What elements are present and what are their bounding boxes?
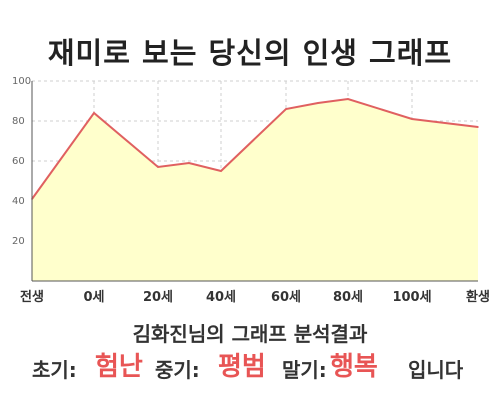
data-point (188, 162, 190, 164)
data-point (477, 126, 479, 128)
data-point (411, 118, 413, 120)
x-tick-label: 60세 (271, 290, 301, 305)
mid-value: 평범 (218, 352, 266, 382)
series-line (31, 97, 479, 200)
mid-label: 중기: (155, 358, 200, 382)
data-point (285, 108, 287, 110)
x-tick-label: 100세 (392, 290, 431, 305)
x-tick-label: 환생 (466, 289, 490, 305)
chart-axes (31, 81, 478, 282)
y-tick-label: 60 (12, 156, 25, 167)
page-title: 재미로 보는 당신의 인생 그래프 (47, 36, 453, 70)
area-fill (32, 99, 478, 281)
x-tick-label: 20세 (143, 290, 173, 305)
data-point (317, 102, 319, 104)
early-value: 험난 (95, 352, 143, 382)
data-point (220, 170, 222, 172)
x-tick-label: 40세 (206, 290, 236, 305)
y-tick-label: 80 (12, 116, 25, 127)
x-tick-label: 0세 (83, 290, 104, 305)
result-summary: 초기: 험난 중기: 평범 말기: 행복 입니다 (0, 346, 500, 382)
y-tick-label: 40 (12, 196, 25, 207)
y-tick-label: 20 (12, 236, 25, 247)
data-point (93, 112, 95, 114)
result-subtitle: 김화진님의 그래프 분석결과 (132, 322, 368, 346)
data-point (157, 166, 159, 168)
x-tick-label: 전생 (20, 289, 44, 305)
x-tick-label: 80세 (333, 290, 363, 305)
y-tick-label: 100 (12, 76, 31, 87)
data-point (347, 98, 349, 100)
late-value: 행복 (330, 352, 378, 382)
chart-labels: 20 40 60 80 100 전생 0세 20세 40세 60세 80세 100세 환생 (12, 76, 490, 305)
result-suffix: 입니다 (408, 358, 464, 382)
late-label: 말기: (282, 358, 327, 382)
early-label: 초기: (32, 358, 77, 382)
